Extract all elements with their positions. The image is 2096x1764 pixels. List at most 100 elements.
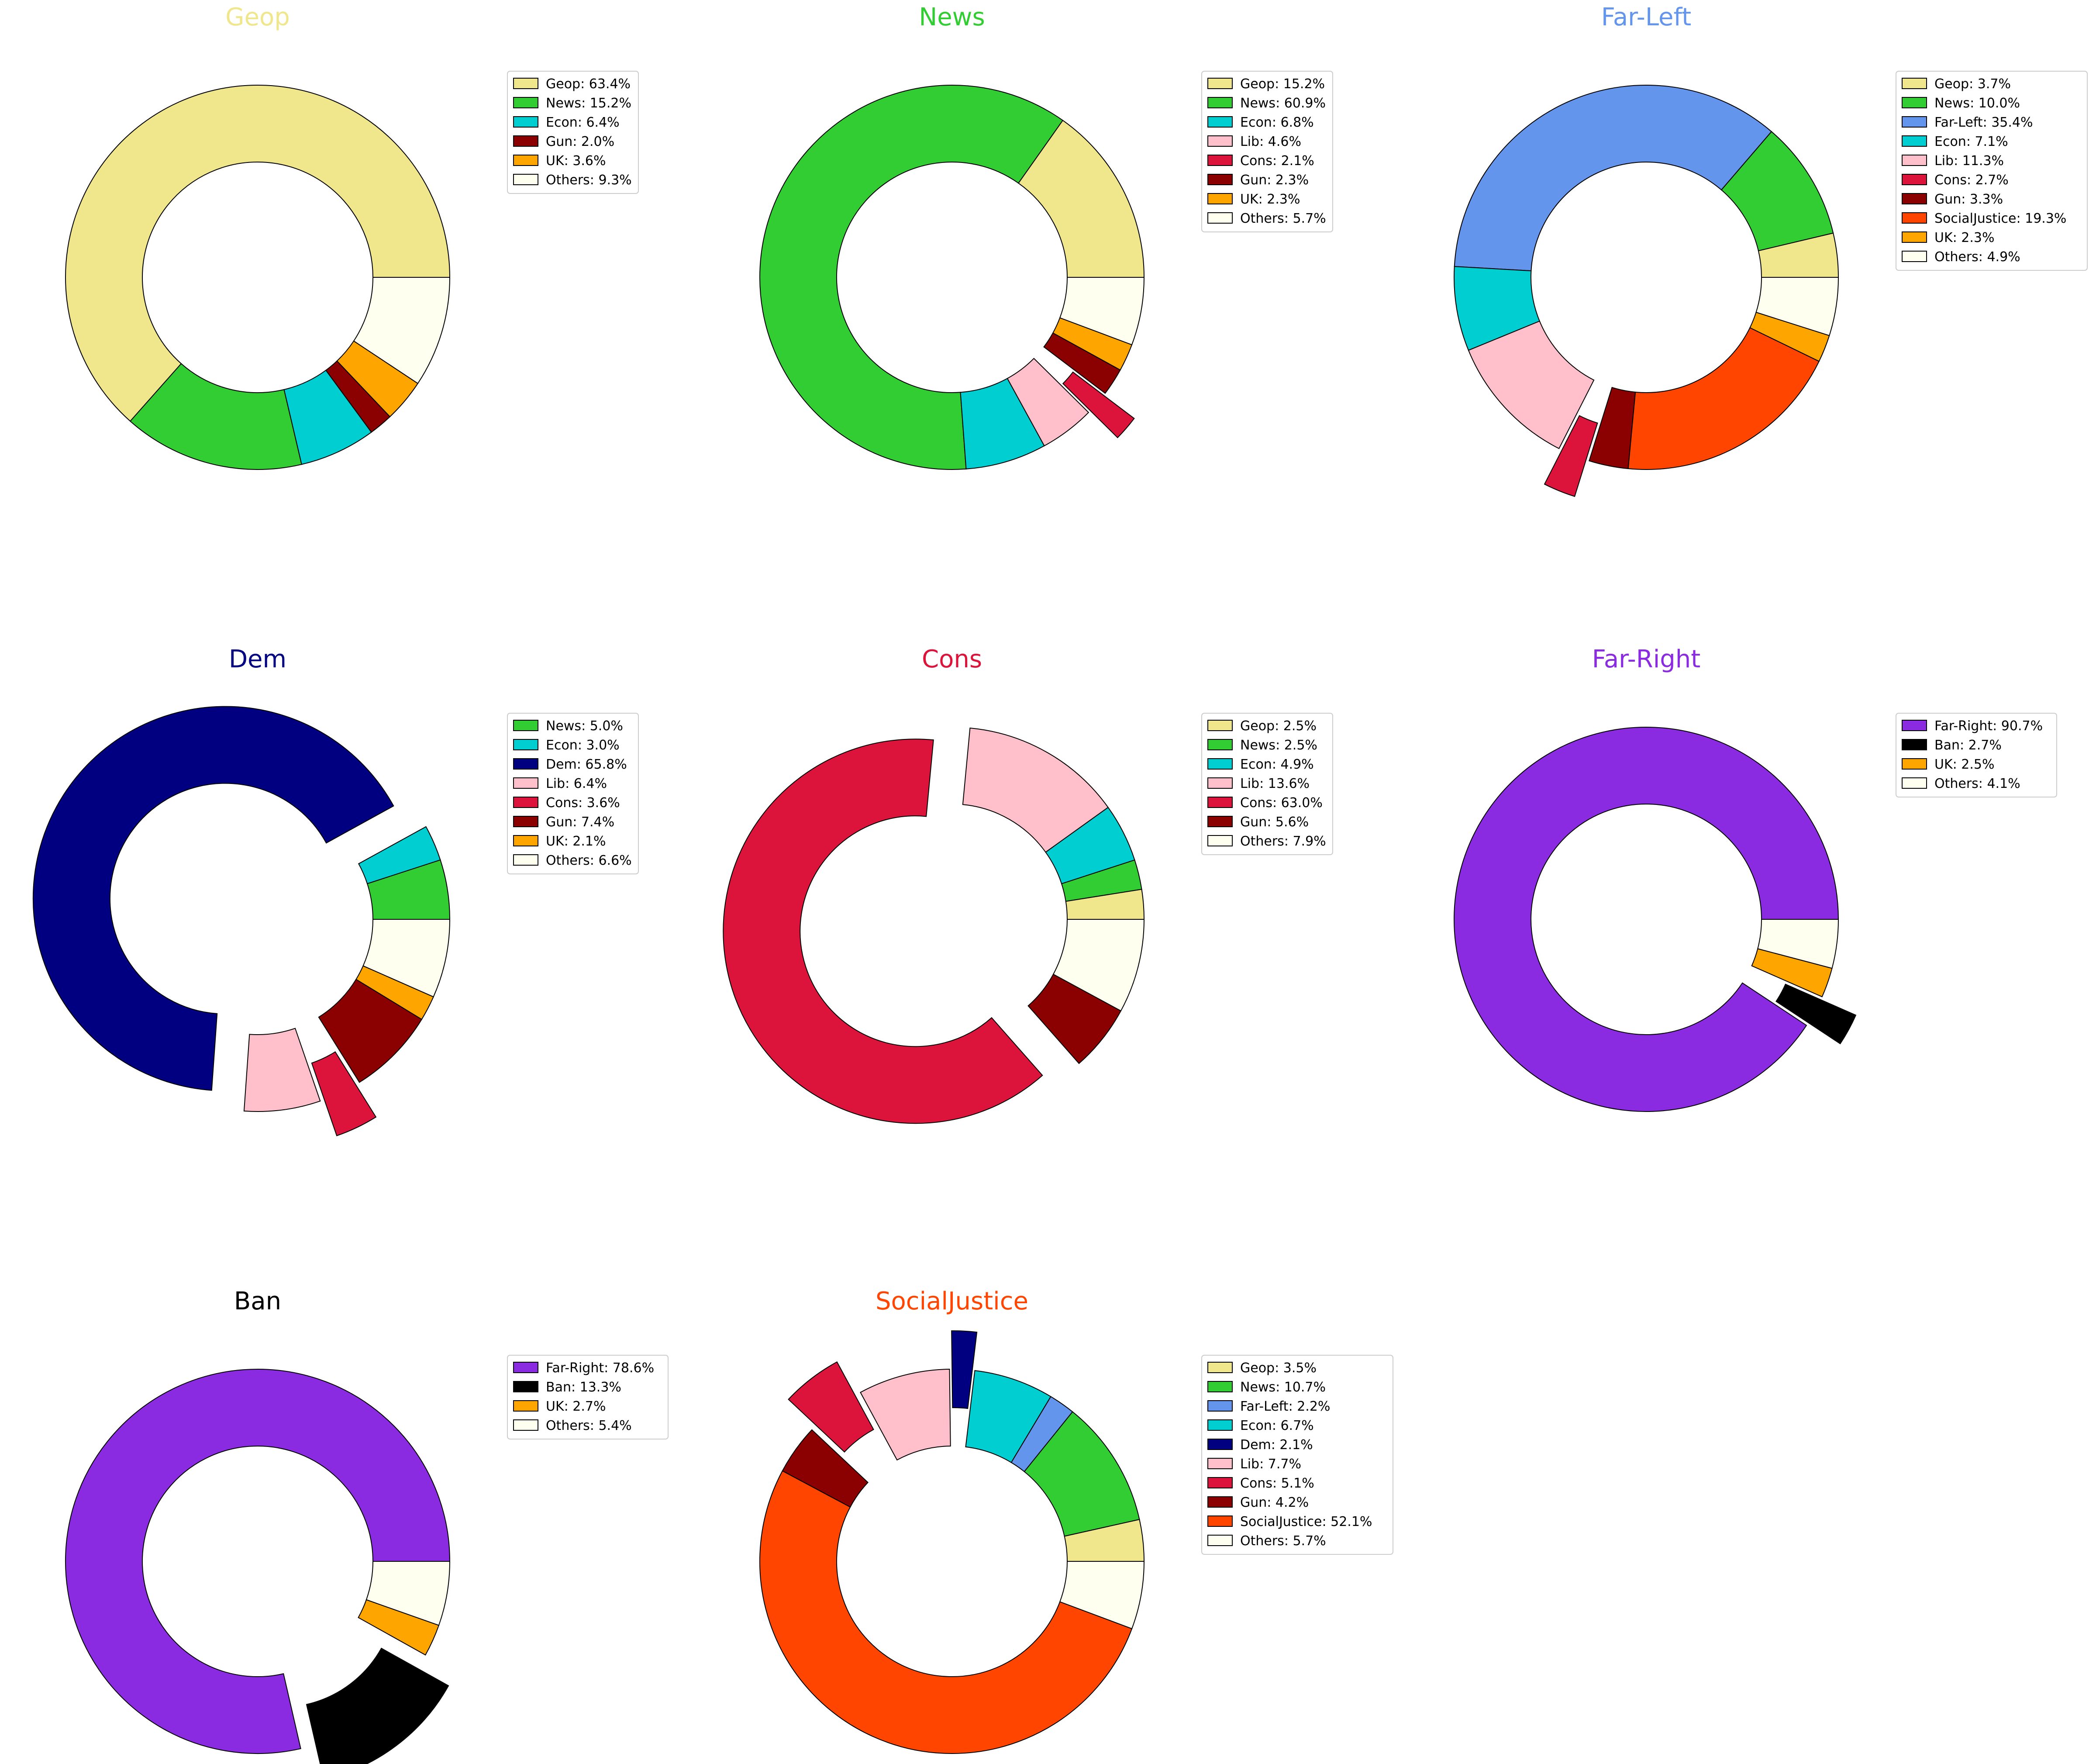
legend-label: UK: 3.6% [546,153,606,169]
legend-swatch-gun [1207,174,1233,185]
legend-swatch-econ [1902,135,1927,147]
legend-label: Others: 5.4% [546,1418,632,1433]
slice-dem [32,706,394,1091]
legend-swatch-uk [1902,231,1927,243]
legend-swatch-uk [513,155,538,166]
chart-news: News Geop: 15.2% News: 60.9% Econ: 6.8% Lib:… [759,3,1333,470]
legend-label: News: 60.9% [1240,96,1326,111]
legend-swatch-far-right [513,1362,538,1373]
legend-swatch-ban [1902,739,1927,750]
chart-title: News [919,3,985,31]
chart-cons: Cons Geop: 2.5% News: 2.5% Econ: 4.9% Lib: 1… [723,645,1333,1124]
legend-label: Cons: 63.0% [1240,795,1323,811]
slice-cons [723,739,1043,1124]
legend-swatch-uk [513,1400,538,1412]
legend-swatch-lib [1207,1458,1233,1469]
chart-title: Ban [234,1287,281,1315]
legend-swatch-others [1902,777,1927,789]
slice-socialjustice [1627,327,1820,470]
slice-others [1052,919,1145,1011]
chart-title: SocialJustice [876,1287,1028,1315]
legend-swatch-geop [1207,78,1233,89]
slice-geop [1017,120,1145,278]
legend-swatch-gun [513,816,538,827]
legend-box [507,1355,669,1440]
slice-lib [962,727,1109,853]
legend-label: Far-Right: 78.6% [546,1360,654,1376]
legend-swatch-news [1207,1381,1233,1392]
legend-label: Gun: 2.0% [546,134,614,149]
chart-far-left: Far-Left Geop: 3.7% News: 10.0% Far-Left: 3… [1454,3,2088,497]
legend-swatch-news [1902,97,1927,108]
legend-swatch-gun [513,135,538,147]
legend-label: Lib: 4.6% [1240,134,1301,149]
legend-swatch-cons [1207,1477,1233,1488]
legend-label: Far-Left: 2.2% [1240,1399,1330,1414]
legend-swatch-gun [1902,193,1927,204]
slice-others [1755,277,1839,336]
slice-geop [65,85,451,422]
legend-swatch-lib [1902,155,1927,166]
slice-news [759,85,1064,470]
legend-label: Econ: 4.9% [1240,757,1314,772]
legend-label: Econ: 6.4% [546,115,620,130]
legend-label: News: 10.7% [1240,1380,1326,1395]
legend-label: UK: 2.7% [546,1399,606,1414]
slice-cons [1544,415,1598,497]
legend-swatch-econ [513,116,538,128]
legend-label: Lib: 13.6% [1240,776,1310,791]
legend-label: SocialJustice: 19.3% [1934,211,2066,226]
legend-swatch-lib [513,777,538,789]
legend-label: Geop: 3.5% [1240,1360,1317,1376]
slice-others [353,277,451,384]
legend-swatch-econ [513,739,538,750]
slice-cons [1062,371,1135,438]
legend-label: Others: 7.9% [1240,834,1326,849]
legend-swatch-others [513,1419,538,1431]
slice-econ [358,826,441,884]
legend-label: Geop: 3.7% [1934,76,2011,92]
slice-others [365,1561,451,1626]
legend-label: Far-Right: 90.7% [1934,718,2043,734]
slice-news [129,363,303,470]
legend-label: Ban: 13.3% [546,1380,621,1395]
legend-label: Lib: 6.4% [546,776,607,791]
chart-title: Geop [225,3,290,31]
legend-swatch-geop [513,78,538,89]
slice-dem [951,1330,978,1409]
legend-swatch-socialjustice [1902,212,1927,224]
legend-swatch-others [513,854,538,866]
legend-swatch-geop [1902,78,1927,89]
slice-ban [1775,984,1857,1045]
legend-box [507,713,639,874]
legend-label: News: 2.5% [1240,738,1317,753]
slice-lib [860,1369,951,1461]
legend-box [507,71,639,194]
legend-swatch-socialjustice [1207,1515,1233,1527]
legend-swatch-uk [1902,758,1927,770]
legend-swatch-gun [1207,816,1233,827]
slice-cons [311,1051,377,1136]
chart-title: Far-Right [1592,645,1701,673]
legend-box [1201,71,1333,232]
legend-label: UK: 2.3% [1934,230,1995,245]
legend-label: Gun: 4.2% [1240,1495,1309,1510]
legend-swatch-cons [1207,797,1233,808]
legend-swatch-others [513,174,538,185]
legend-label: Dem: 65.8% [546,757,627,772]
legend-swatch-others [1207,212,1233,224]
chart-dem: Dem News: 5.0% Econ: 3.0% Dem: 65.8% Lib: 6.… [32,645,639,1136]
legend-swatch-econ [1207,1419,1233,1431]
legend-box [1896,713,2057,797]
chart-socialjustice: SocialJustice Geop: 3.5% News: 10.7% Far-Le… [759,1287,1393,1754]
chart-far-right: Far-Right Far-Right: 90.7% Ban: 2.7% UK: 2.… [1454,645,2057,1112]
legend-swatch-news [513,97,538,108]
chart-title: Cons [922,645,982,673]
chart-geop: Geop Geop: 63.4% News: 15.2% Econ: 6.4% Gun:… [65,3,639,470]
legend-label: Cons: 3.6% [546,795,620,811]
slice-cons [788,1361,874,1453]
slice-econ [965,1370,1051,1463]
legend-swatch-dem [513,758,538,770]
legend-label: Geop: 2.5% [1240,718,1317,734]
